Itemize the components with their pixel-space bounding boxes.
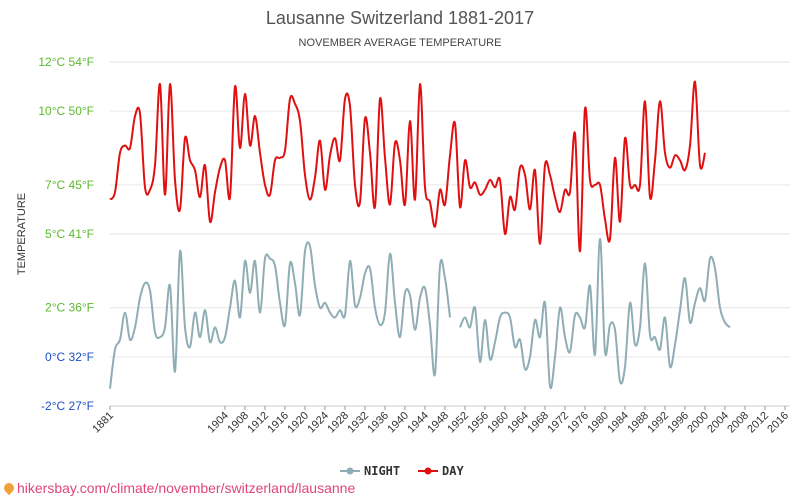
x-tick-label: 1980 [585,410,611,436]
series-night-line-1 [459,237,731,390]
y-tick-label: 5°C 41°F [45,227,94,241]
x-tick-label: 1881 [90,410,116,436]
x-tick-label: 1944 [405,410,431,436]
y-tick-label: 10°C 50°F [38,104,94,118]
x-tick-label: 2012 [745,410,771,436]
x-tick-label: 1912 [245,410,271,436]
x-tick-label: 1932 [345,410,371,436]
y-tick-label: 12°C 54°F [38,55,94,69]
y-tick-label: 7°C 45°F [45,178,94,192]
legend-marker-day [424,467,432,475]
x-tick-label: 1920 [285,410,311,436]
y-tick-label: 0°C 32°F [45,350,94,364]
series-night-line-0 [109,241,451,389]
x-tick-label: 1976 [565,410,591,436]
x-tick-label: 1952 [445,410,471,436]
y-axis-title: TEMPERATURE [16,193,28,275]
x-tick-label: 1992 [645,410,671,436]
legend[interactable]: NIGHT DAY [340,464,464,478]
x-tick-label: 1948 [425,410,451,436]
x-tick-label: 2008 [725,410,751,436]
series-day-line-0 [109,80,706,253]
series-lines [109,80,731,390]
source-link[interactable]: hikersbay.com/climate/november/switzerla… [1,480,356,496]
x-tick-label: 1940 [385,410,411,436]
location-pin-icon [1,480,17,496]
x-tick-label: 1904 [205,410,231,436]
x-tick-label: 1924 [305,410,331,436]
x-tick-label: 2016 [765,410,791,436]
x-tick-label: 1956 [465,410,491,436]
x-tick-label: 1964 [505,410,531,436]
y-tick-label: 2°C 36°F [45,301,94,315]
source-text: hikersbay.com/climate/november/switzerla… [17,480,356,496]
y-tick-labels: 12°C 54°F 10°C 50°F 7°C 45°F 5°C 41°F 2°C 36… [38,55,94,413]
legend-marker-night [346,467,354,475]
legend-label-day[interactable]: DAY [442,464,464,478]
grid [110,61,790,407]
x-tick-label: 1936 [365,410,391,436]
x-tick-label: 2000 [685,410,711,436]
legend-label-night[interactable]: NIGHT [364,464,400,478]
chart-subtitle: NOVEMBER AVERAGE TEMPERATURE [299,37,502,49]
x-tick-label: 1996 [665,410,691,436]
x-tick-labels: 1881 190419081912191619201924192819321936… [90,406,791,435]
y-tick-label: -2°C 27°F [41,399,94,413]
x-tick-label: 1908 [225,410,251,436]
x-tick-label: 1972 [545,410,571,436]
x-tick-label: 1960 [485,410,511,436]
x-tick-label: 1916 [265,410,291,436]
x-tick-label: 1968 [525,410,551,436]
x-tick-label: 1984 [605,410,631,436]
x-tick-label: 1988 [625,410,651,436]
x-tick-label: 1928 [325,410,351,436]
chart-title: Lausanne Switzerland 1881-2017 [266,8,534,28]
x-tick-label: 2004 [705,410,731,436]
